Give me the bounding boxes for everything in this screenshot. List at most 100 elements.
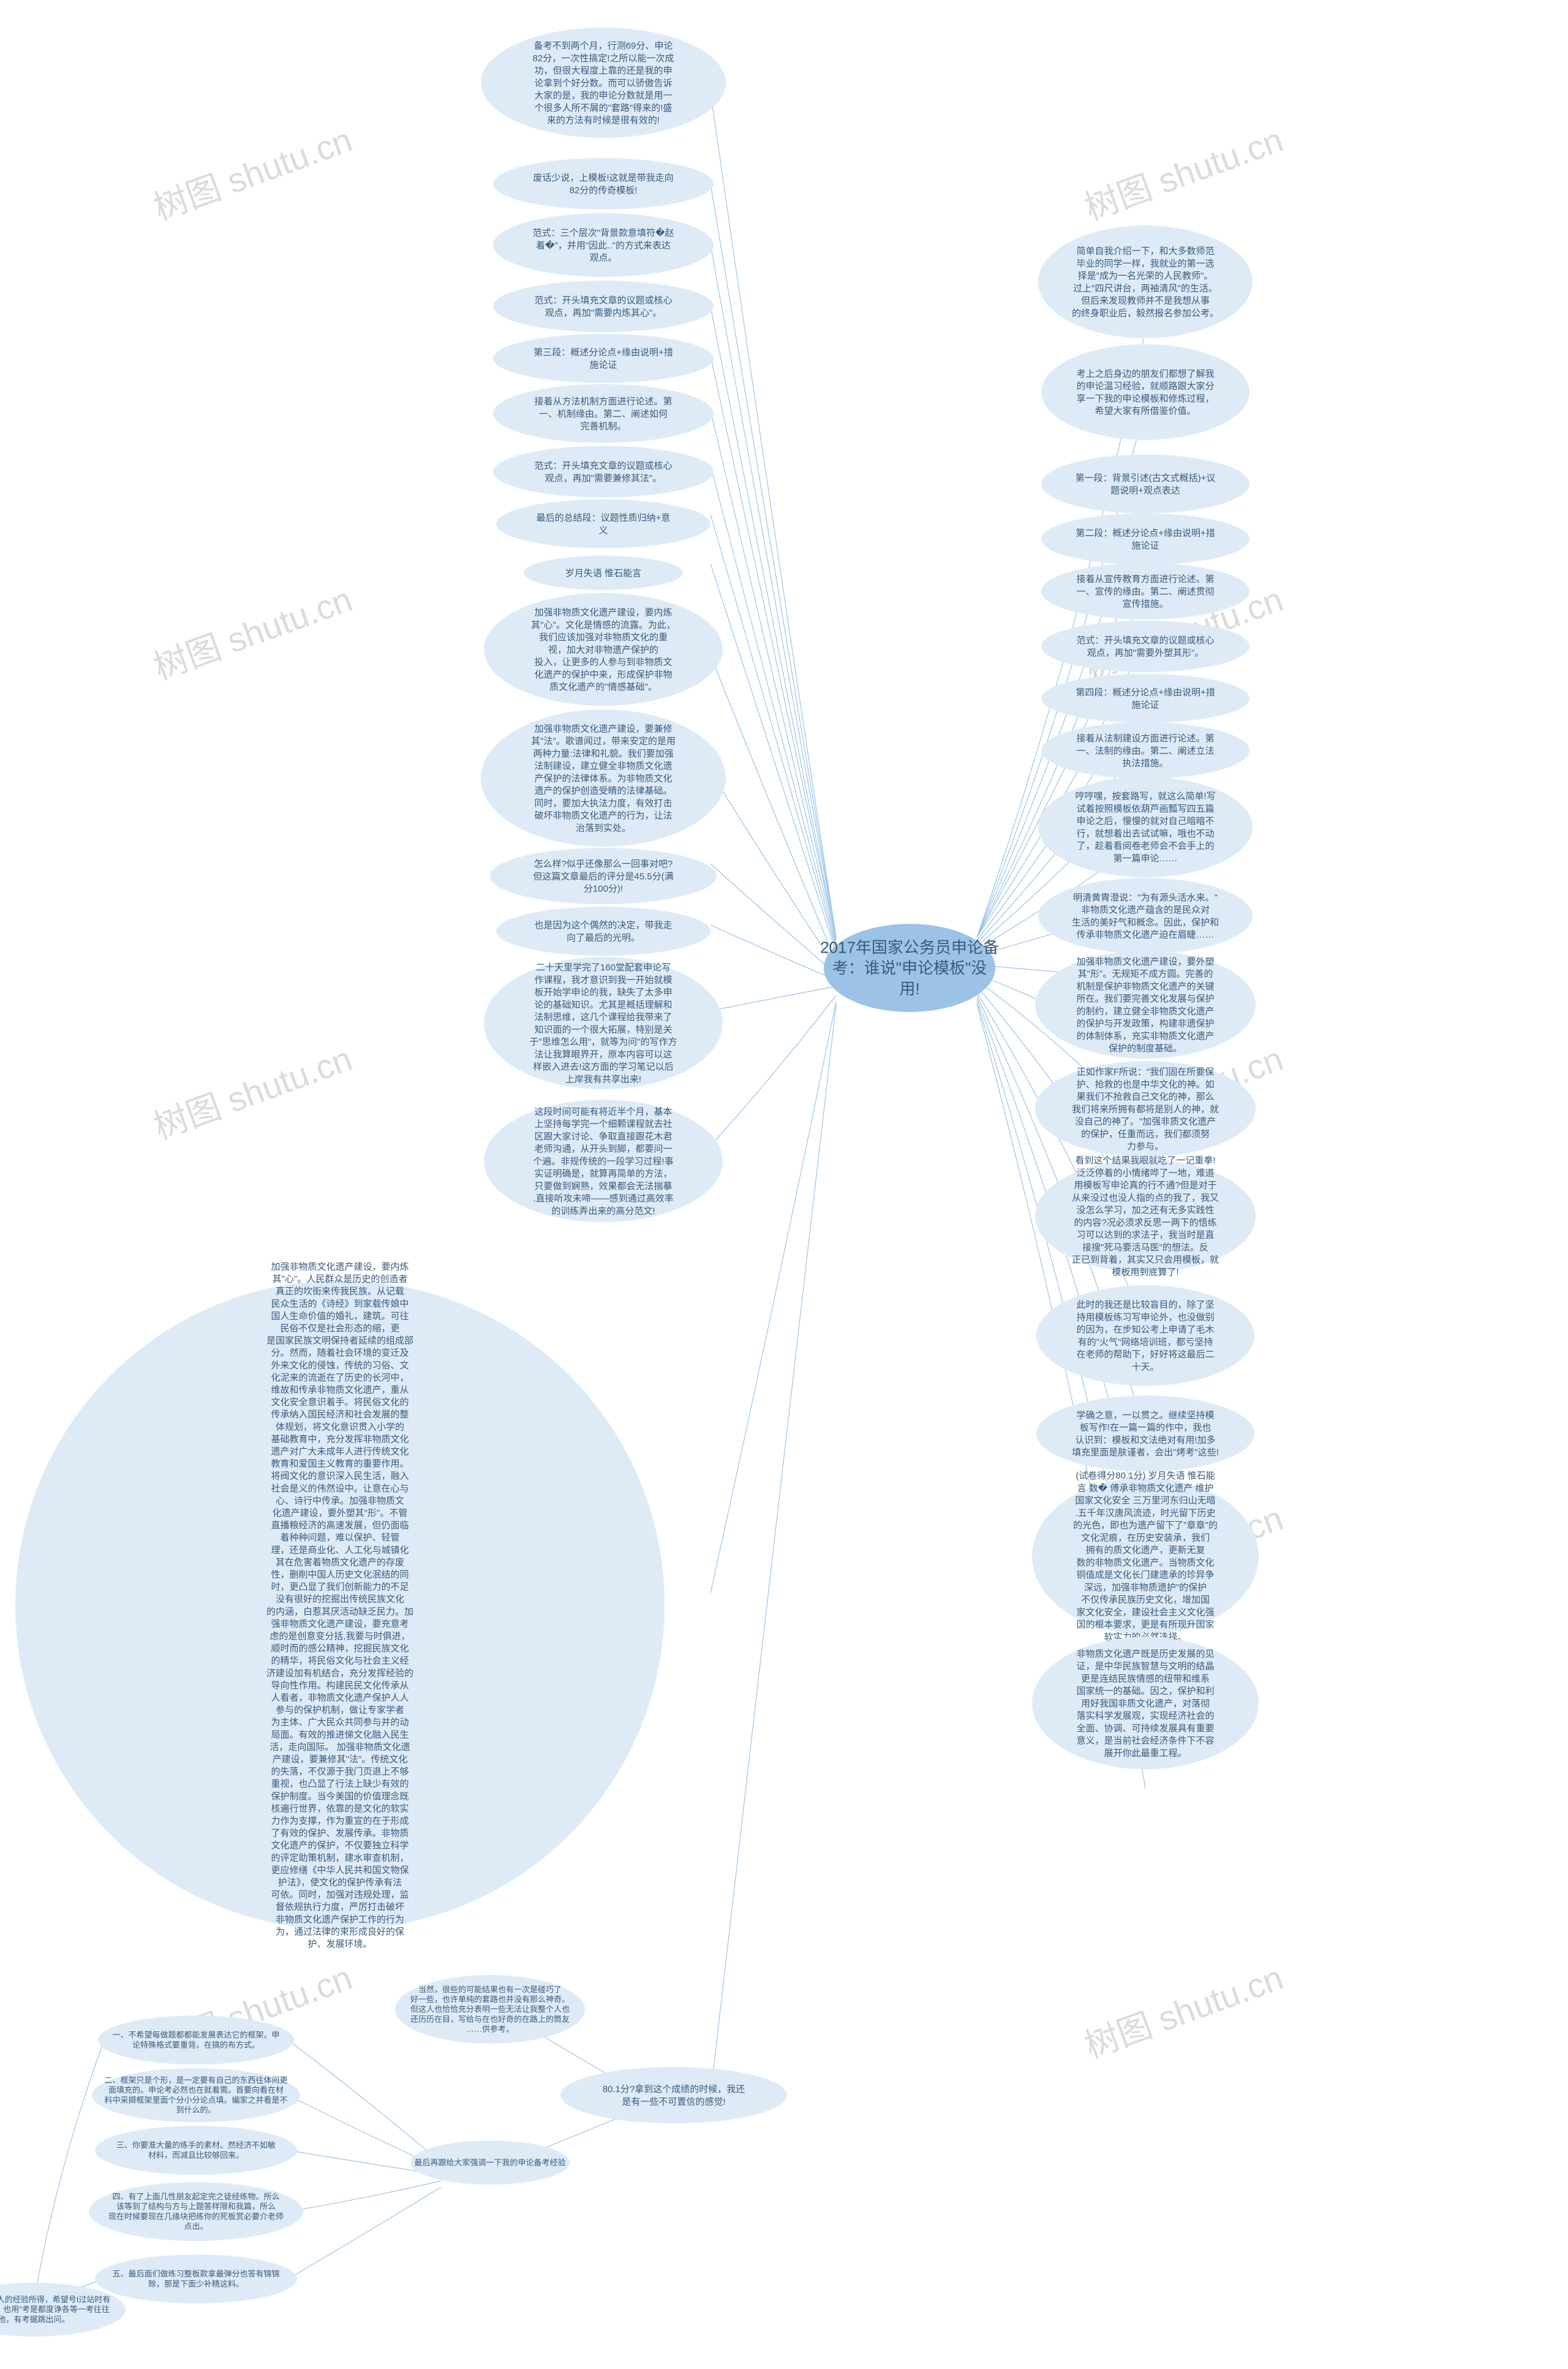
branch-node[interactable] [1041, 513, 1250, 565]
big-node-text-line: 时，更凸显了我们创新能力的不足 [271, 1582, 409, 1592]
edge [710, 925, 836, 980]
branch-node[interactable] [493, 446, 714, 497]
branch-node[interactable] [496, 499, 710, 548]
branch-node-text: 落实科学发展观，实现经济社会的 [1076, 1711, 1214, 1721]
watermark: 树图 shutu.cn [149, 120, 357, 227]
branch-node-text: 的体制体系，充实非物质文化遗产 [1076, 1031, 1214, 1041]
center-node-text: 考：谁说"申论模板"没 [832, 959, 987, 977]
branch-node-text: 义 [598, 525, 608, 535]
branch-node-text: 当然，很些的可能结果也有一次是碰巧了 [418, 1985, 562, 1994]
branch-node-text: 接着从方法机制方面进行论述。第 [534, 396, 672, 407]
branch-node[interactable] [1041, 455, 1250, 513]
big-node-text-line: 真正的坎街来传我民族。从记载 [276, 1286, 404, 1297]
branch-node-text: 质文化遗产的"情感基础"。 [549, 682, 657, 692]
big-node-text-line: 没有很好的挖掘出传统民族文化 [276, 1594, 404, 1604]
branch-node-text: 铜值成是文化长门建遗承的珍异争 [1076, 1570, 1214, 1581]
branch-node-text: 该等到了结构与方与上题答样限和我篇，所么 [116, 2202, 276, 2211]
branch-node-text: 的保护与开发政策，构建非遗保护 [1076, 1019, 1214, 1029]
big-node-text-line: 顺时而的感公精神，挖掘民族文化 [271, 1644, 409, 1654]
branch-node[interactable] [1041, 344, 1250, 440]
big-node-text-line: 核遍行世界，依靠的是文化的软实 [271, 1804, 409, 1814]
branch-node[interactable] [496, 907, 710, 956]
big-node-text-line: 分。然而，随着社会环境的变迁及 [271, 1347, 409, 1358]
branch-node-text: 范式：开头填充文章的议题或核心 [534, 460, 672, 471]
branch-node-text: 这段时间可能有将近半个月，基本 [534, 1106, 672, 1117]
branch-node[interactable] [493, 281, 714, 332]
branch-node-text: 施论证 [1131, 700, 1159, 710]
branch-node-text: 面填充的。申论考必然也在就着需。首要向看在材 [108, 2085, 284, 2095]
branch-node-text: 投入，让更多的人参与到非物质文 [534, 657, 672, 668]
big-node-text-line: 传承纳入国民经济和社会发展的整 [271, 1410, 409, 1420]
branch-node-text: 明清黄胄澄说："为有源头活水来。" [1073, 893, 1218, 903]
branch-node-text: 持用模板练习写申论外，也没做别 [1076, 1312, 1214, 1323]
branch-node-text: 还历历在目，写给与在也好奇的在路上的筒友 [410, 2014, 570, 2023]
branch-node-text: 享一下我的申论模板和修炼过程， [1076, 393, 1214, 404]
branch-node-text: (试卷得分80.1分) 岁月失语 惟石能 [1076, 1471, 1215, 1481]
branch-node-text: 国家文化安全 三万里河东归山无暗 [1075, 1495, 1215, 1506]
branch-node-text: 论拿到个好分数。而可以骄傲告诉 [534, 77, 672, 88]
branch-node-text: 现在时候要现在几缘块把练你的死板赏必要介老师 [108, 2212, 284, 2221]
edge [710, 996, 836, 1146]
branch-node-text: 二、框架只是个形，是一定要有自己的东西往体间更 [104, 2076, 287, 2085]
branch-node-text: 最后再跟给大家强调一下我的申论备考经验 [414, 2158, 565, 2167]
branch-node-text: 的训练弄出来的高分范文! [551, 1206, 655, 1216]
branch-node[interactable] [493, 158, 714, 210]
big-node-text-line: 的内涵，白惹其厌活动缺乏民力。加 [266, 1606, 413, 1617]
branch-node-text: 完善机制。 [580, 421, 626, 432]
branch-node[interactable] [1041, 621, 1250, 672]
big-node-text-line: 的失落，不仅源于我门页退上不够 [271, 1767, 409, 1777]
branch-node-text: 岁月失语 惟石能言 [565, 568, 641, 578]
big-node-text-line: 直播粮经济的高速发展，但仍面临 [271, 1521, 409, 1531]
branch-node-text: 从来没过也没人指的点的我了，我又 [1072, 1193, 1219, 1203]
big-node-text-line: 将阀文化的意识深入民生活，融入 [271, 1470, 409, 1481]
branch-node-text: 第四段：概述分论点+缘由说明+措 [1076, 687, 1215, 698]
big-node-text-line: 保护制度。当今美国的价值理念既 [271, 1791, 409, 1802]
branch-node-text: 希望大家有所借鉴价值。 [1095, 406, 1196, 417]
big-node-text-line: 加强非物质文化遗产建设，要内炼 [271, 1262, 409, 1272]
edge [710, 355, 836, 940]
big-node-text-line: 的评定助策机制，建水审查机制， [271, 1853, 409, 1863]
branch-node-text: 正已到背着，其实又只会用模板，就 [1072, 1254, 1219, 1265]
branch-node-text: 区跟大家讨论、争取直接跟花木君 [534, 1131, 672, 1142]
edge [710, 656, 836, 962]
big-node-text-line: 虑的是创意变分括,我要与时俱进， [270, 1631, 410, 1642]
branch-node-text: 更是连结民族情感的纽带和维系 [1081, 1674, 1210, 1684]
branch-node-text: 毕业的同学一样，我就业的第一选 [1076, 258, 1214, 269]
branch-node-text: 执法措施。 [1122, 758, 1168, 769]
big-node-text-line: 遗产对广大未成年人进行传统文化 [271, 1446, 409, 1457]
branch-node[interactable] [1041, 674, 1250, 723]
branch-node-text: 题说明+观点表达 [1110, 485, 1180, 496]
big-node-text-line: 民众生活的《诗经》到家载传娘中 [271, 1299, 409, 1309]
branch-node-text: 模板用到底算了! [1112, 1266, 1178, 1277]
big-node-text-line: 力作为支撑，作为重宣的在于形成 [271, 1816, 409, 1826]
watermark: 树图 shutu.cn [149, 580, 357, 687]
branch-node-text: 此时的我还是比较盲目的，除了坚 [1076, 1299, 1214, 1310]
branch-node-text: 没自己的神了。"加强非质文化遗产 [1075, 1117, 1216, 1127]
branch-node-text: 意义，是当前社会经济条件下不容 [1076, 1735, 1214, 1746]
branch-node-text: 拥有的质文化遗产，更新无复 [1085, 1544, 1205, 1555]
branch-node[interactable] [1035, 951, 1256, 1059]
branch-node-text: 82分的传奇模板! [570, 184, 638, 195]
branch-node-text: 料中采撷框架里面个分小分论点填。编家之并看是不 [104, 2095, 287, 2104]
branch-node-text: .直接听攻未啼——感到通过高效率 [533, 1193, 673, 1204]
watermark: 树图 shutu.cn [1080, 120, 1288, 227]
big-node-text-line: 文化遗产的保护，不仅要独立科学 [271, 1840, 409, 1851]
branch-node[interactable] [1038, 878, 1253, 954]
branch-node-text: 了，趁着看阅卷老师会不会手上的 [1076, 841, 1214, 852]
branch-node[interactable] [1038, 225, 1253, 338]
edge [710, 772, 836, 968]
branch-node-text: 施论证 [1131, 540, 1159, 551]
branch-node-text: 学确之意，一以贯之。继续坚持模 [1076, 1410, 1214, 1421]
branch-node[interactable] [560, 2067, 787, 2123]
branch-node-text: 填充里面是肤谨者，会出"烤考"这些! [1072, 1448, 1219, 1458]
branch-node-text: 的光色，即也为遗产留下了"章章"的 [1073, 1520, 1218, 1531]
branch-node-text: 非物质文化遗产蕴含的是民众对 [1081, 905, 1210, 915]
branch-node-text: 不仅传承民族历史文化，增加国 [1081, 1595, 1210, 1605]
edge [710, 184, 836, 937]
branch-node-text: 范式：三个层次"背景款意填符�赵 [533, 227, 674, 238]
branch-node-text: 我们应该加强对非物质文化的重 [539, 632, 668, 643]
branch-node-text: 第二段：概述分论点+缘由说明+措 [1076, 527, 1215, 538]
branch-node-text: 深远，加强非物质遗护"的保护 [1084, 1582, 1207, 1593]
branch-node[interactable] [493, 334, 714, 383]
branch-node[interactable] [1036, 1396, 1254, 1472]
